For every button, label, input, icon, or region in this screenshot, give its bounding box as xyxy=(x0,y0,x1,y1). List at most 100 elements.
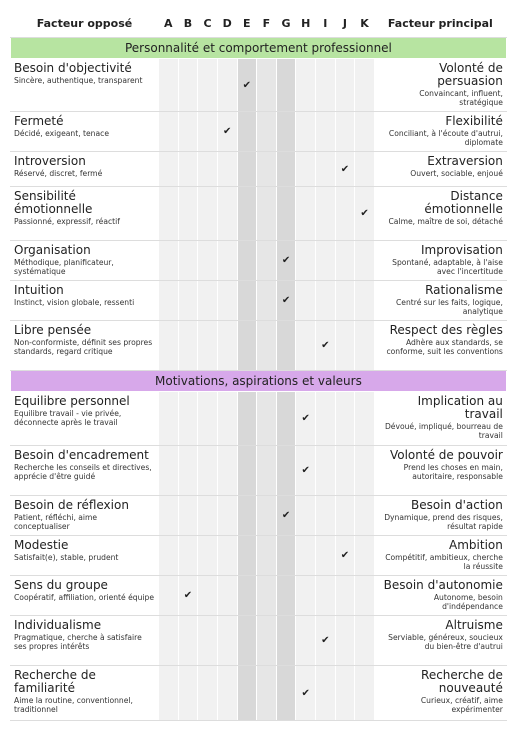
scale-cell xyxy=(275,111,297,152)
scale-cell xyxy=(256,151,277,187)
scale-cell xyxy=(275,615,297,666)
scale-cell xyxy=(177,320,199,371)
right-title: Altruisme xyxy=(445,618,503,632)
scale-cell xyxy=(158,320,179,371)
left-title: Recherche de familiarité xyxy=(14,668,96,695)
column-letter: F xyxy=(256,8,277,38)
right-title: Rationalisme xyxy=(425,283,503,297)
scale-cell xyxy=(158,280,179,321)
scale-cell xyxy=(256,186,277,241)
left-factor: Intuition Instinct, vision globale, resse… xyxy=(10,280,159,321)
right-description: Ouvert, sociable, enjoué xyxy=(410,169,503,178)
right-factor: Implication au travail Dévoué, impliqué, … xyxy=(373,391,507,446)
left-title: Intuition xyxy=(14,283,64,297)
scale-cell xyxy=(334,111,356,152)
factor-row: Libre pensée Non-conformiste, définit ses… xyxy=(10,320,507,371)
scale-cell xyxy=(177,391,199,446)
scale-cell xyxy=(236,445,258,496)
scale-cell xyxy=(354,391,375,446)
scale-cell xyxy=(256,111,277,152)
scale-cell xyxy=(158,58,179,112)
scale-cell xyxy=(158,151,179,187)
scale-cell xyxy=(334,665,356,721)
right-factor: Recherche de nouveauté Curieux, créatif, … xyxy=(373,665,507,721)
left-description: Aime la routine, conventionnel, traditio… xyxy=(14,696,133,714)
scale-cell: ✔ xyxy=(315,320,336,371)
scale-cell xyxy=(216,445,238,496)
scale-cell xyxy=(177,280,199,321)
scale-cell xyxy=(236,111,258,152)
left-title: Modestie xyxy=(14,538,69,552)
scale-cell xyxy=(216,58,238,112)
left-factor: Individualisme Pragmatique, cherche à sat… xyxy=(10,615,159,666)
column-letter: G xyxy=(275,8,297,38)
right-description: Compétitif, ambitieux, cherche la réussi… xyxy=(385,553,503,571)
scale-cell xyxy=(197,111,218,152)
scale-cell xyxy=(256,58,277,112)
scale-cell xyxy=(275,320,297,371)
factor-row: Individualisme Pragmatique, cherche à sat… xyxy=(10,615,507,666)
scale-cell xyxy=(295,111,316,152)
left-factor: Recherche de familiarité Aime la routine,… xyxy=(10,665,159,721)
scale-cell xyxy=(295,320,316,371)
left-factor: Libre pensée Non-conformiste, définit ses… xyxy=(10,320,159,371)
scale-cell xyxy=(354,111,375,152)
right-factor: Besoin d'action Dynamique, prend des risq… xyxy=(373,495,507,536)
check-mark: ✔ xyxy=(360,208,369,219)
scale-cell xyxy=(334,58,356,112)
scale-cell xyxy=(334,575,356,616)
right-description: Spontané, adaptable, à l'aise avec l'inc… xyxy=(392,258,503,276)
scale-cell xyxy=(236,535,258,576)
right-description: Calme, maître de soi, détaché xyxy=(388,217,503,226)
scale-cell xyxy=(315,240,336,281)
scale-cell xyxy=(177,445,199,496)
right-title: Volonté de pouvoir xyxy=(389,448,503,462)
scale-cell xyxy=(354,495,375,536)
section-row: Personnalité et comportement professionn… xyxy=(10,37,507,59)
scale-cell xyxy=(354,320,375,371)
left-description: Méthodique, planificateur, systématique xyxy=(14,258,114,276)
scale-cell xyxy=(334,391,356,446)
scale-cell xyxy=(177,151,199,187)
scale-cell xyxy=(216,280,238,321)
column-letter: A xyxy=(158,8,179,38)
scale-cell xyxy=(216,151,238,187)
scale-cell xyxy=(197,240,218,281)
scale-cell: ✔ xyxy=(315,615,336,666)
left-factor: Modestie Satisfait(e), stable, prudent xyxy=(10,535,159,576)
scale-cell xyxy=(334,280,356,321)
left-title: Besoin de réflexion xyxy=(14,498,129,512)
left-title: Sens du groupe xyxy=(14,578,108,592)
header-left: Facteur opposé xyxy=(10,8,159,38)
left-description: Pragmatique, cherche à satisfaire ses pr… xyxy=(14,633,142,651)
column-letter: D xyxy=(216,8,238,38)
right-factor: Distance émotionnelle Calme, maître de so… xyxy=(373,186,507,241)
check-mark: ✔ xyxy=(321,340,330,351)
left-title: Libre pensée xyxy=(14,323,92,337)
scale-cell xyxy=(216,535,238,576)
column-letter: H xyxy=(295,8,316,38)
scale-cell xyxy=(197,615,218,666)
right-description: Serviable, généreux, soucieux du bien-êt… xyxy=(388,633,503,651)
scale-cell xyxy=(334,186,356,241)
scale-cell xyxy=(197,391,218,446)
profile-table: Facteur opposé A B C D E F G H I J K Facteur princip… xyxy=(10,8,507,721)
right-title: Volonté de persuasion xyxy=(437,61,503,88)
left-description: Décidé, exigeant, tenace xyxy=(14,129,109,138)
left-factor: Introversion Réservé, discret, fermé xyxy=(10,151,159,187)
check-mark: ✔ xyxy=(321,635,330,646)
scale-cell xyxy=(334,320,356,371)
scale-cell xyxy=(177,240,199,281)
left-factor: Organisation Méthodique, planificateur, s… xyxy=(10,240,159,281)
column-letter: J xyxy=(334,8,356,38)
right-description: Prend les choses en main, autoritaire, r… xyxy=(403,463,503,481)
scale-cell xyxy=(236,320,258,371)
scale-cell: ✔ xyxy=(295,665,316,721)
scale-cell xyxy=(158,535,179,576)
scale-cell: ✔ xyxy=(216,111,238,152)
scale-cell xyxy=(354,575,375,616)
scale-cell xyxy=(236,240,258,281)
scale-cell xyxy=(256,495,277,536)
column-letter: I xyxy=(315,8,336,38)
right-description: Autonome, besoin d'indépendance xyxy=(433,593,503,611)
